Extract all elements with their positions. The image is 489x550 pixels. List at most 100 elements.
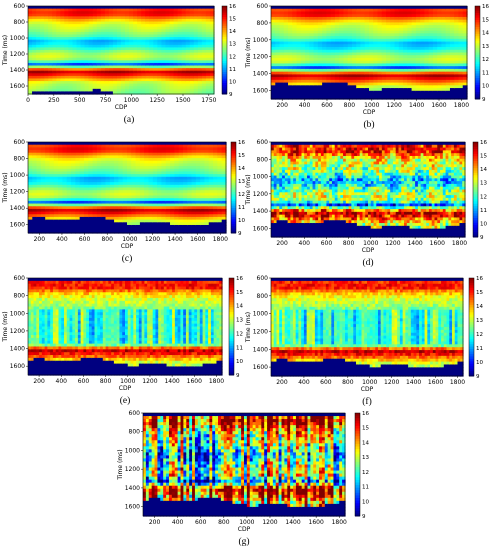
heatmap-cell [178,142,184,146]
heatmap-cell [131,147,137,151]
heatmap-cell [189,86,195,90]
heatmap-cell [185,24,191,28]
heatmap-cell [40,155,46,159]
heatmap-cell [309,93,315,97]
heatmap-cell [381,74,387,78]
heatmap-cell [178,176,184,181]
heatmap-cell [217,203,223,207]
heatmap-cell [381,22,387,26]
heatmap-cell [28,224,33,229]
heatmap-cell [144,192,150,197]
heatmap-cell [181,37,187,41]
heatmap-cell [52,18,57,23]
heatmap-cell [114,224,119,229]
heatmap-cell [187,158,193,162]
heatmap-cell [201,81,207,85]
heatmap-cell [424,63,430,67]
heatmap-cell [178,182,184,186]
heatmap-cell [28,24,33,28]
heatmap-cell [127,216,132,221]
heatmap-cell [149,21,154,25]
heatmap-cell [64,81,70,85]
heatmap-cell [343,60,349,65]
heatmap-cell [62,216,68,221]
heatmap-cell [76,62,82,67]
heatmap-cell [347,82,353,86]
heatmap-cell [40,65,45,69]
heatmap-cell [157,160,163,165]
heatmap-cell [137,8,142,12]
heatmap-cell [118,160,124,165]
heatmap-cell [195,168,201,173]
heatmap-cell [145,75,150,80]
heatmap-cell [48,57,53,61]
heatmap-cell [205,55,211,59]
heatmap-cell [195,214,201,218]
heatmap-cell [173,91,179,95]
heatmap-cell [129,75,134,80]
heatmap-cell [125,18,130,23]
heatmap-cell [135,176,141,181]
heatmap-cell [420,38,425,43]
heatmap-cell [275,27,281,32]
heatmap-cell [313,36,319,40]
heatmap-cell [458,63,464,67]
heatmap-cell [356,41,362,45]
heatmap-cell [127,158,132,162]
heatmap-cell [114,208,119,213]
heatmap-cell [454,82,460,86]
heatmap-cell [386,60,391,65]
heatmap-cell [157,11,163,15]
heatmap-cell [334,66,340,70]
heatmap-cell [187,152,193,156]
heatmap-cell [80,83,86,87]
heatmap-cell [189,78,195,82]
heatmap-cell [32,200,38,205]
heatmap-cell [137,26,142,30]
heatmap-cell [36,182,42,186]
heatmap-cell [44,91,49,95]
heatmap-cell [449,90,455,95]
heatmap-cell [165,62,171,67]
heatmap-cell [71,208,76,213]
heatmap-cell [28,208,33,213]
heatmap-cell [96,182,102,186]
heatmap-cell [454,30,460,34]
heatmap-cell [165,147,171,151]
heatmap-cell [32,166,38,170]
heatmap-cell [141,26,146,30]
heatmap-cell [83,187,89,191]
heatmap-cell [116,70,122,74]
heatmap-cell [305,25,310,29]
heatmap-cell [148,214,154,218]
heatmap-cell [339,8,345,13]
heatmap-cell [137,55,142,59]
colorbar-step [231,153,236,157]
heatmap-cell [449,38,455,43]
heatmap-cell [149,75,154,80]
heatmap-cell [76,75,82,80]
heatmap-cell [343,8,349,13]
heatmap-cell [165,75,171,80]
heatmap-cell [454,36,460,40]
heatmap-cell [317,77,323,81]
heatmap-cell [169,13,175,17]
heatmap-cell [114,192,119,197]
heatmap-cell [415,8,421,13]
heatmap-cell [300,30,306,34]
heatmap-cell [112,73,118,77]
heatmap-cell [116,42,122,46]
heatmap-cell [173,68,179,72]
colorbar-step [475,50,480,53]
heatmap-cell [161,147,167,151]
heatmap-cell [360,71,366,75]
heatmap-cell [75,198,81,202]
heatmap-cell [58,208,64,213]
heatmap-cell [68,55,74,59]
heatmap-cell [356,71,362,75]
heatmap-cell [279,41,285,45]
heatmap-cell [112,60,118,64]
heatmap-cell [149,6,154,10]
heatmap-cell [75,155,81,159]
heatmap-cell [330,8,336,13]
